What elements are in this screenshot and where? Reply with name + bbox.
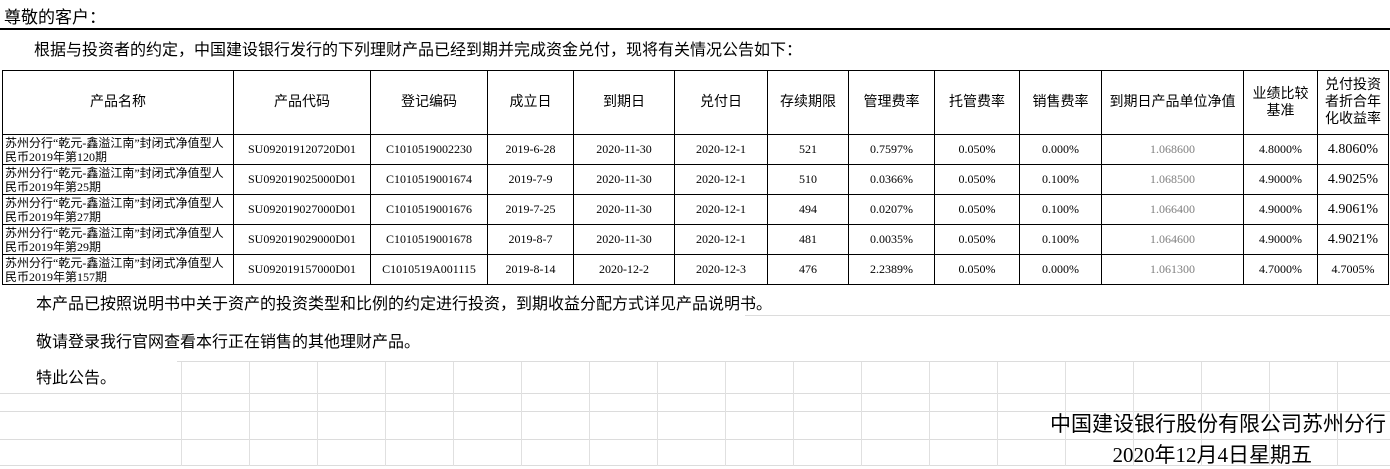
table-cell: 4.8060% [1317,134,1389,165]
table-row: 苏州分行“乾元-鑫溢江南”封闭式净值型人民币2019年第27期 SU0920190… [2,194,1389,225]
table-cell: 2020-12-1 [674,194,768,225]
grid-line [745,315,1390,316]
table-cell: 494 [767,194,849,225]
table-cell: SU092019025000D01 [233,164,371,195]
products-table-container: 产品名称 产品代码 登记编码 成立日 到期日 兑付日 存续期限 管理费率 托管费率 销售费率 到期日… [2,70,1389,285]
table-cell: 521 [767,134,849,165]
table-cell: 0.100% [1019,164,1102,195]
table-cell: 2020-11-30 [573,194,675,225]
table-cell: 0.100% [1019,224,1102,255]
table-cell: 苏州分行“乾元-鑫溢江南”封闭式净值型人民币2019年第29期 [2,224,234,255]
table-row: 苏州分行“乾元-鑫溢江南”封闭式净值型人民币2019年第120期 SU092019… [2,134,1389,165]
table-cell: 2019-7-25 [487,194,574,225]
footer-date: 2020年12月4日星期五 [1112,443,1313,467]
table-cell: 4.7000% [1243,254,1318,285]
table-cell: 2020-12-1 [674,224,768,255]
table-cell: 4.9021% [1317,224,1389,255]
column-header: 销售费率 [1019,70,1102,135]
table-row: 苏州分行“乾元-鑫溢江南”封闭式净值型人民币2019年第157期 SU092019… [2,254,1389,285]
column-header: 存续期限 [767,70,849,135]
table-cell: 2020-11-30 [573,164,675,195]
horizontal-rule [0,28,1390,30]
table-cell: 4.9000% [1243,224,1318,255]
table-cell: 2020-12-1 [674,164,768,195]
table-row: 苏州分行“乾元-鑫溢江南”封闭式净值型人民币2019年第29期 SU0920190… [2,224,1389,255]
table-cell: 0.0366% [848,164,935,195]
footer-company-name: 中国建设银行股份有限公司苏州分行 [1050,412,1386,436]
table-cell: SU092019029000D01 [233,224,371,255]
table-cell: 4.9061% [1317,194,1389,225]
table-cell: 0.000% [1019,134,1102,165]
table-cell: SU092019157000D01 [233,254,371,285]
table-cell: 0.0035% [848,224,935,255]
column-header: 到期日 [573,70,675,135]
table-cell: C1010519001676 [370,194,488,225]
column-header: 登记编码 [370,70,488,135]
table-cell: 4.9025% [1317,164,1389,195]
table-cell: 苏州分行“乾元-鑫溢江南”封闭式净值型人民币2019年第157期 [2,254,234,285]
column-header: 托管费率 [934,70,1020,135]
table-cell: 2020-12-1 [674,134,768,165]
table-cell: C1010519002230 [370,134,488,165]
table-cell: 2019-6-28 [487,134,574,165]
column-header: 兑付日 [674,70,768,135]
table-cell: 0.7597% [848,134,935,165]
table-cell: 0.050% [934,224,1020,255]
table-cell: 510 [767,164,849,195]
grid-lines-vertical [181,362,1382,466]
table-cell: 1.064600 [1101,224,1244,255]
products-table: 产品名称 产品代码 登记编码 成立日 到期日 兑付日 存续期限 管理费率 托管费率 销售费率 到期日… [2,70,1389,285]
table-cell: 481 [767,224,849,255]
table-cell: 4.9000% [1243,194,1318,225]
table-cell: 0.100% [1019,194,1102,225]
note-website-text: 敬请登录我行官网查看本行正在销售的其他理财产品。 [36,334,421,351]
column-header: 产品代码 [233,70,371,135]
grid-line [177,361,1390,362]
column-header: 兑付投资者折合年化收益率 [1317,70,1389,135]
table-cell: 1.066400 [1101,194,1244,225]
table-cell: C1010519001678 [370,224,488,255]
table-cell: C1010519001674 [370,164,488,195]
column-header: 管理费率 [848,70,935,135]
table-cell: 2020-12-2 [573,254,675,285]
table-row: 苏州分行“乾元-鑫溢江南”封闭式净值型人民币2019年第25期 SU0920190… [2,164,1389,195]
column-header: 业绩比较基准 [1243,70,1318,135]
column-header: 成立日 [487,70,574,135]
table-cell: 苏州分行“乾元-鑫溢江南”封闭式净值型人民币2019年第120期 [2,134,234,165]
table-cell: SU092019027000D01 [233,194,371,225]
table-cell: 476 [767,254,849,285]
table-cell: 苏州分行“乾元-鑫溢江南”封闭式净值型人民币2019年第25期 [2,164,234,195]
table-cell: 2020-12-3 [674,254,768,285]
table-cell: 苏州分行“乾元-鑫溢江南”封闭式净值型人民币2019年第27期 [2,194,234,225]
table-cell: 0.0207% [848,194,935,225]
table-cell: 0.000% [1019,254,1102,285]
intro-text: 根据与投资者的约定，中国建设银行发行的下列理财产品已经到期并完成资金兑付，现将有… [34,42,803,59]
table-cell: 2020-11-30 [573,134,675,165]
table-header-row: 产品名称 产品代码 登记编码 成立日 到期日 兑付日 存续期限 管理费率 托管费率 销售费率 到期日… [2,70,1389,135]
table-cell: 1.061300 [1101,254,1244,285]
table-cell: 0.050% [934,134,1020,165]
table-cell: 2019-8-14 [487,254,574,285]
table-cell: 4.7005% [1317,254,1389,285]
column-header: 产品名称 [2,70,234,135]
table-cell: 2019-7-9 [487,164,574,195]
table-cell: 4.9000% [1243,164,1318,195]
table-cell: 0.050% [934,254,1020,285]
note-closing-text: 特此公告。 [36,370,117,387]
table-cell: 0.050% [934,194,1020,225]
table-cell: 0.050% [934,164,1020,195]
table-cell: 1.068500 [1101,164,1244,195]
table-cell: 2020-11-30 [573,224,675,255]
table-body: 苏州分行“乾元-鑫溢江南”封闭式净值型人民币2019年第120期 SU092019… [2,134,1389,285]
table-cell: C1010519A001115 [370,254,488,285]
table-cell: 2.2389% [848,254,935,285]
column-header: 到期日产品单位净值 [1101,70,1244,135]
table-cell: 1.068600 [1101,134,1244,165]
note-investment-text: 本产品已按照说明书中关于资产的投资类型和比例的约定进行投资，到期收益分配方式详见… [36,296,773,313]
table-cell: 2019-8-7 [487,224,574,255]
table-cell: SU092019120720D01 [233,134,371,165]
table-cell: 4.8000% [1243,134,1318,165]
salutation-text: 尊敬的客户： [4,8,106,27]
